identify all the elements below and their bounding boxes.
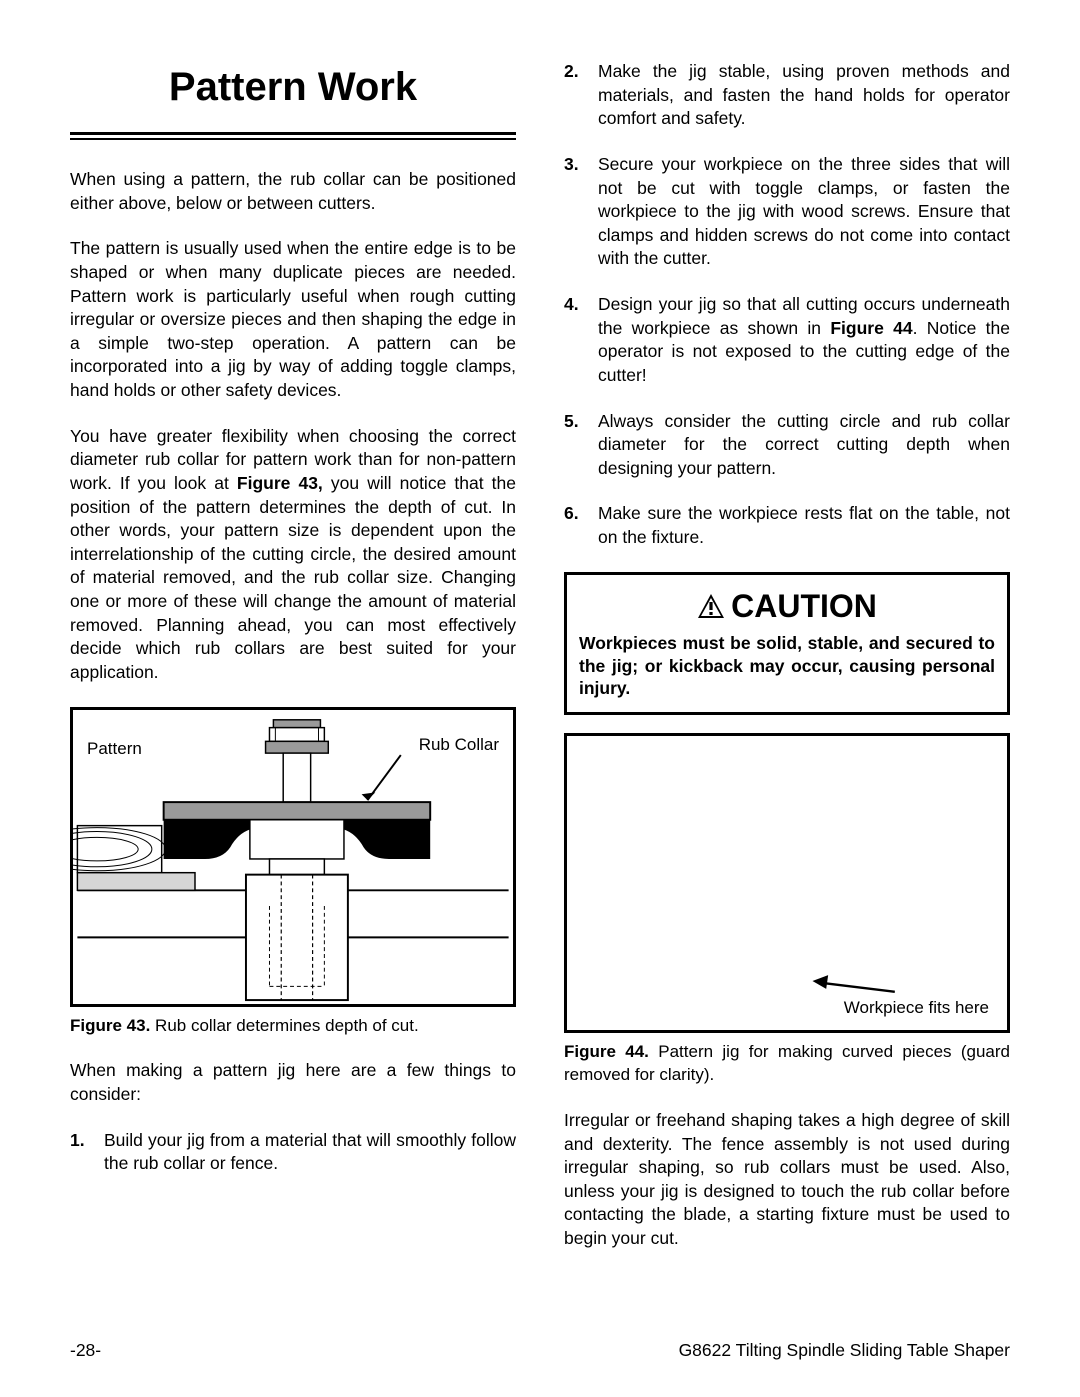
caution-text: Workpieces must be solid, stable, and se… [579,632,995,700]
page-number: -28- [70,1340,101,1361]
warning-icon [697,593,725,619]
list-item: 6. Make sure the workpiece rests flat on… [564,502,1010,549]
page-footer: -28- G8622 Tilting Spindle Sliding Table… [70,1340,1010,1361]
page-title: Pattern Work [70,60,516,114]
list-item: 3. Secure your workpiece on the three si… [564,153,1010,271]
list-item: 2. Make the jig stable, using proven met… [564,60,1010,131]
caution-box: CAUTION Workpieces must be solid, stable… [564,572,1010,715]
paragraph: Irregular or freehand shaping takes a hi… [564,1109,1010,1251]
paragraph: When making a pattern jig here are a few… [70,1059,516,1106]
doc-title: G8622 Tilting Spindle Sliding Table Shap… [679,1340,1010,1361]
title-rule [70,138,516,140]
list-item: 1. Build your jig from a material that w… [70,1129,516,1176]
paragraph: The pattern is usually used when the ent… [70,237,516,402]
figure-44: Workpiece fits here [564,733,1010,1033]
figure-label-rub-collar: Rub Collar [419,734,499,757]
list-item: 5. Always consider the cutting circle an… [564,410,1010,481]
paragraph: You have greater flexibility when choosi… [70,425,516,685]
figure-label-pattern: Pattern [87,738,142,761]
paragraph: When using a pattern, the rub collar can… [70,168,516,215]
figure-44-caption: Figure 44. Pattern jig for making curved… [564,1041,1010,1087]
figure-43-caption: Figure 43. Rub collar determines depth o… [70,1015,516,1038]
figure-label-workpiece: Workpiece fits here [844,997,989,1020]
title-rule [70,132,516,135]
caution-heading: CAUTION [731,585,877,628]
figure-43: Pattern Rub Collar [70,707,516,1007]
list-item: 4. Design your jig so that all cutting o… [564,293,1010,388]
